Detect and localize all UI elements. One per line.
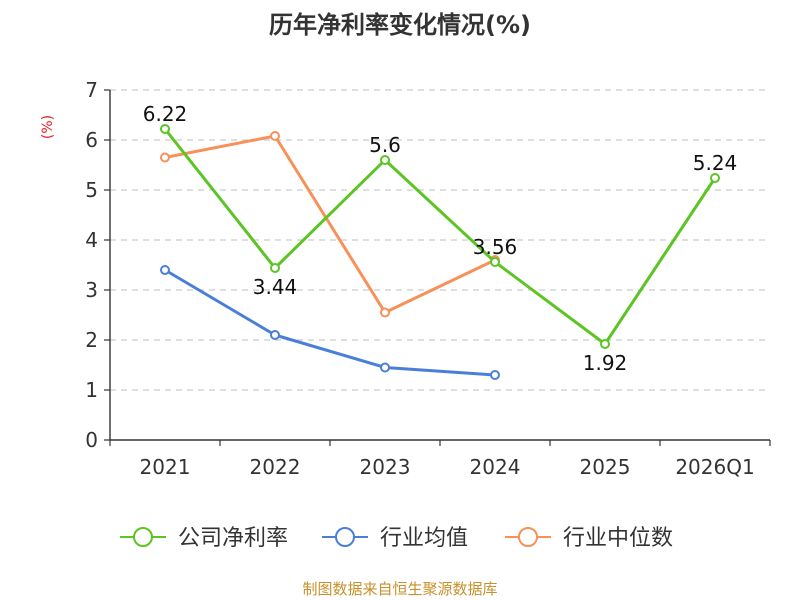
legend-marker: [133, 527, 153, 547]
y-tick-label: 3: [85, 278, 98, 302]
data-label: 6.22: [143, 102, 188, 126]
data-point: [490, 257, 500, 267]
data-point: [380, 307, 390, 318]
y-tick-label: 5: [85, 178, 98, 202]
legend-label: 行业中位数: [563, 526, 673, 551]
y-tick-label: 6: [85, 128, 98, 152]
axes: 0 1 2 3 4 5 6 7 2021 2022 2023 2024 2025 2026Q1: [85, 78, 771, 479]
data-point: [160, 124, 170, 134]
x-tick-label: 2024: [470, 455, 521, 479]
series-line-1: [164, 268, 496, 377]
series-line-0: [163, 128, 717, 346]
x-tick-label: 2025: [580, 455, 631, 479]
data-point: [270, 330, 280, 340]
data-point: [490, 370, 500, 380]
y-tick-label: 4: [85, 228, 98, 252]
gridlines: [110, 89, 770, 391]
data-point: [600, 339, 610, 349]
legend-label: 行业均值: [380, 526, 468, 551]
series-line-2: [164, 134, 496, 314]
chart-title: 历年净利率变化情况(%): [269, 11, 531, 39]
data-label: 3.56: [473, 235, 518, 259]
data-label: 5.6: [369, 133, 401, 157]
data-label: 1.92: [583, 351, 628, 375]
y-tick-label: 2: [85, 328, 98, 352]
x-tick-label: 2021: [140, 455, 191, 479]
data-point: [710, 173, 720, 183]
y-tick-label: 0: [85, 428, 98, 452]
data-point: [270, 131, 280, 141]
source-note: 制图数据来自恒生聚源数据库: [302, 580, 497, 598]
data-label: 3.44: [253, 275, 298, 299]
data-point: [160, 152, 170, 163]
data-point: [270, 263, 280, 273]
y-tick-label: 7: [85, 78, 98, 102]
x-tick-label: 2026Q1: [675, 455, 754, 479]
data-point: [380, 362, 390, 373]
x-tick-label: 2023: [360, 455, 411, 479]
data-labels: 6.22 3.44 5.6 3.56 1.92 5.24: [143, 102, 738, 375]
legend: 公司净利率 行业均值 行业中位数: [120, 526, 673, 551]
y-tick-label: 1: [85, 378, 98, 402]
y-axis-unit-label: (%): [40, 115, 56, 139]
data-point: [160, 265, 170, 275]
data-label: 5.24: [693, 151, 738, 175]
legend-label: 公司净利率: [178, 526, 288, 551]
data-point: [380, 155, 390, 165]
series-lines: [160, 124, 720, 380]
legend-marker: [335, 527, 355, 547]
x-tick-label: 2022: [250, 455, 301, 479]
legend-marker: [518, 527, 538, 547]
